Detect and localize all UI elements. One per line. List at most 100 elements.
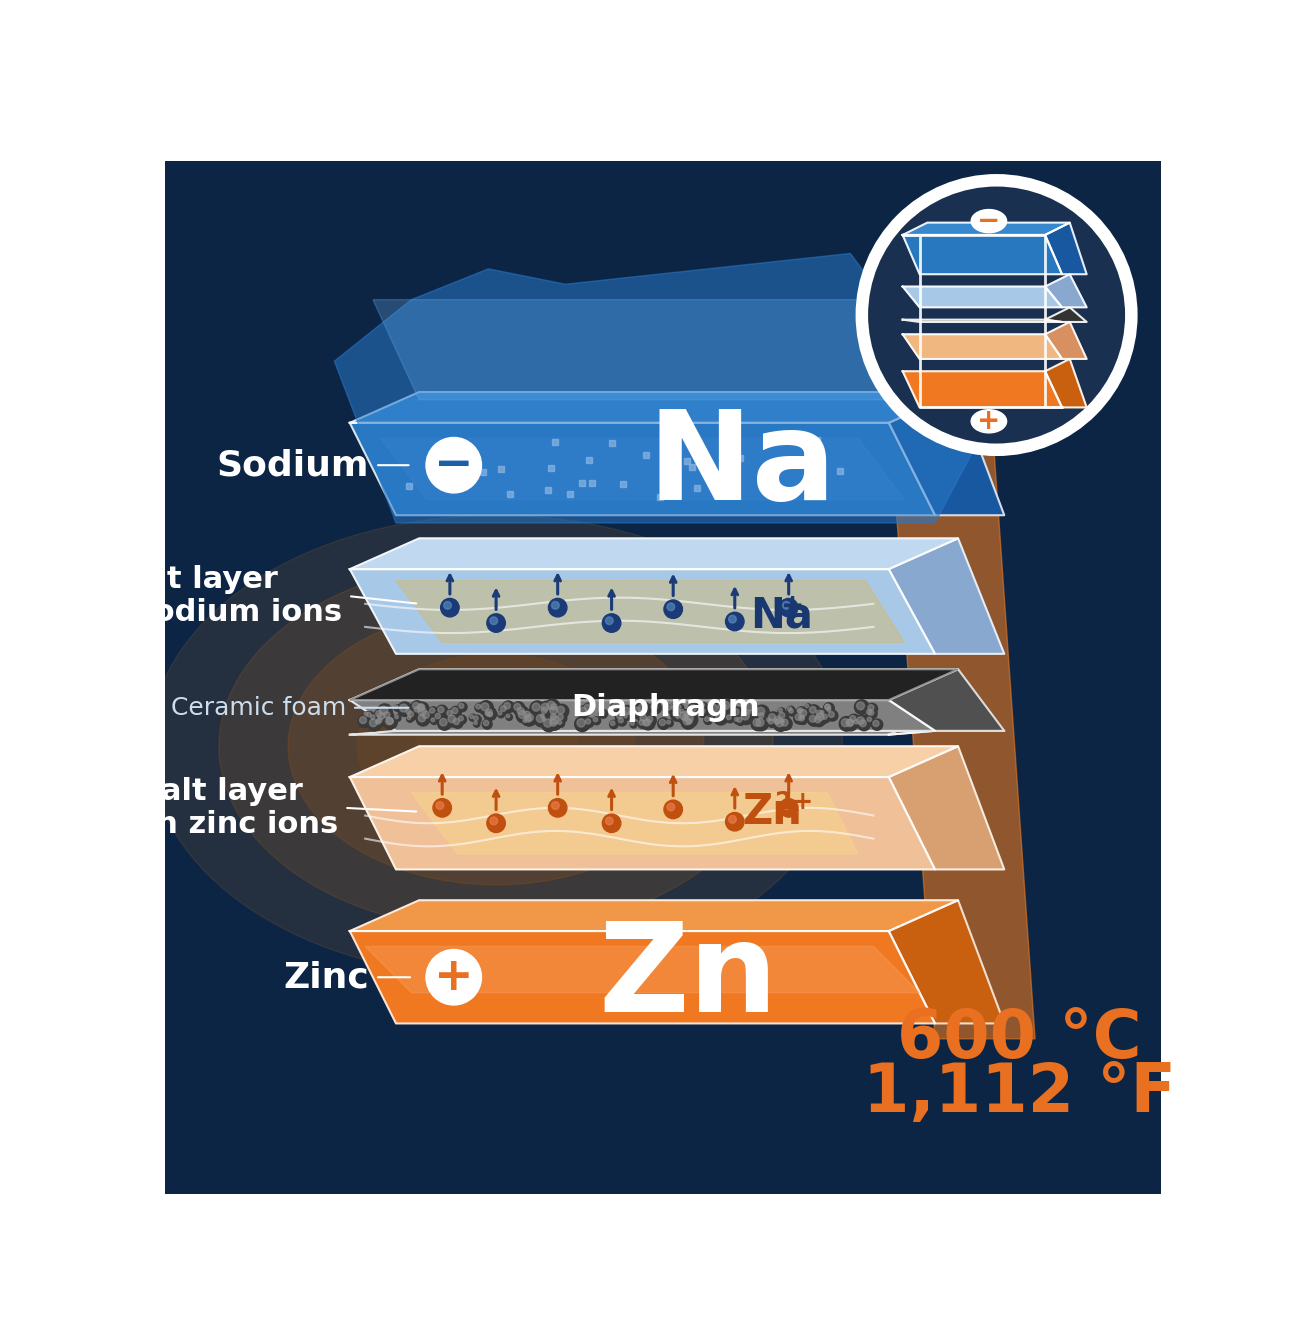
Circle shape	[543, 719, 553, 727]
Circle shape	[757, 711, 767, 722]
Circle shape	[641, 714, 647, 721]
Circle shape	[431, 718, 435, 722]
Circle shape	[375, 710, 382, 717]
Polygon shape	[349, 538, 958, 569]
Circle shape	[638, 705, 647, 713]
Circle shape	[751, 717, 765, 730]
Circle shape	[633, 707, 641, 714]
Circle shape	[722, 705, 726, 709]
Text: Zn: Zn	[743, 790, 802, 832]
Circle shape	[805, 705, 809, 707]
Circle shape	[739, 710, 753, 725]
Circle shape	[726, 714, 735, 723]
Circle shape	[700, 702, 708, 710]
Circle shape	[639, 719, 644, 725]
Circle shape	[797, 709, 805, 715]
Circle shape	[360, 717, 366, 723]
Ellipse shape	[289, 608, 704, 884]
Circle shape	[659, 719, 665, 726]
Ellipse shape	[905, 244, 1090, 386]
Circle shape	[726, 715, 731, 719]
Circle shape	[827, 710, 839, 721]
Circle shape	[857, 702, 864, 710]
Circle shape	[426, 437, 481, 493]
Circle shape	[683, 711, 688, 715]
Circle shape	[540, 714, 547, 721]
Circle shape	[498, 711, 505, 718]
Circle shape	[366, 713, 371, 717]
Circle shape	[446, 710, 452, 715]
Polygon shape	[396, 581, 905, 643]
Circle shape	[378, 705, 392, 719]
Circle shape	[753, 719, 761, 726]
Circle shape	[383, 715, 397, 729]
Circle shape	[779, 718, 792, 730]
Circle shape	[370, 715, 375, 719]
Circle shape	[716, 701, 730, 714]
Circle shape	[395, 715, 401, 721]
Circle shape	[779, 713, 785, 718]
Circle shape	[490, 617, 498, 624]
Circle shape	[448, 715, 455, 722]
Circle shape	[377, 718, 382, 723]
Polygon shape	[1046, 307, 1087, 322]
Circle shape	[523, 719, 527, 722]
Circle shape	[670, 706, 686, 721]
Circle shape	[800, 715, 804, 719]
Circle shape	[679, 709, 686, 715]
Circle shape	[395, 705, 397, 709]
Circle shape	[540, 702, 554, 715]
Circle shape	[358, 715, 370, 727]
Circle shape	[721, 702, 730, 710]
Circle shape	[556, 713, 567, 723]
Circle shape	[406, 710, 411, 714]
Circle shape	[547, 705, 562, 718]
Circle shape	[537, 714, 545, 722]
Circle shape	[683, 718, 691, 725]
Circle shape	[670, 703, 678, 710]
Circle shape	[840, 717, 854, 731]
Circle shape	[729, 816, 736, 823]
Polygon shape	[411, 792, 858, 854]
Circle shape	[408, 715, 410, 719]
Ellipse shape	[972, 209, 1007, 232]
Circle shape	[406, 710, 417, 721]
Circle shape	[666, 721, 670, 723]
Circle shape	[800, 710, 806, 717]
Circle shape	[642, 717, 655, 730]
Circle shape	[780, 719, 784, 722]
Polygon shape	[903, 334, 1062, 358]
Circle shape	[807, 714, 820, 726]
Circle shape	[527, 714, 533, 721]
Circle shape	[683, 713, 697, 727]
Ellipse shape	[415, 692, 577, 800]
Circle shape	[666, 706, 672, 710]
Circle shape	[824, 705, 831, 710]
Circle shape	[458, 717, 463, 721]
Circle shape	[807, 705, 820, 717]
Circle shape	[370, 714, 378, 722]
Circle shape	[824, 705, 829, 709]
Circle shape	[700, 703, 705, 707]
Circle shape	[867, 703, 877, 714]
Circle shape	[621, 706, 634, 719]
Circle shape	[675, 715, 679, 718]
Circle shape	[685, 713, 692, 719]
Circle shape	[458, 715, 466, 723]
Circle shape	[487, 613, 506, 632]
Circle shape	[686, 718, 692, 725]
Circle shape	[549, 713, 560, 723]
Circle shape	[844, 717, 858, 731]
Circle shape	[858, 718, 871, 731]
Circle shape	[754, 717, 769, 731]
Circle shape	[541, 717, 556, 731]
Circle shape	[846, 718, 857, 730]
Circle shape	[551, 801, 559, 809]
Circle shape	[635, 702, 651, 717]
Text: +: +	[977, 408, 1000, 435]
Ellipse shape	[219, 561, 774, 931]
Circle shape	[767, 718, 776, 727]
Circle shape	[616, 713, 622, 719]
Circle shape	[418, 714, 426, 722]
Circle shape	[630, 721, 637, 727]
